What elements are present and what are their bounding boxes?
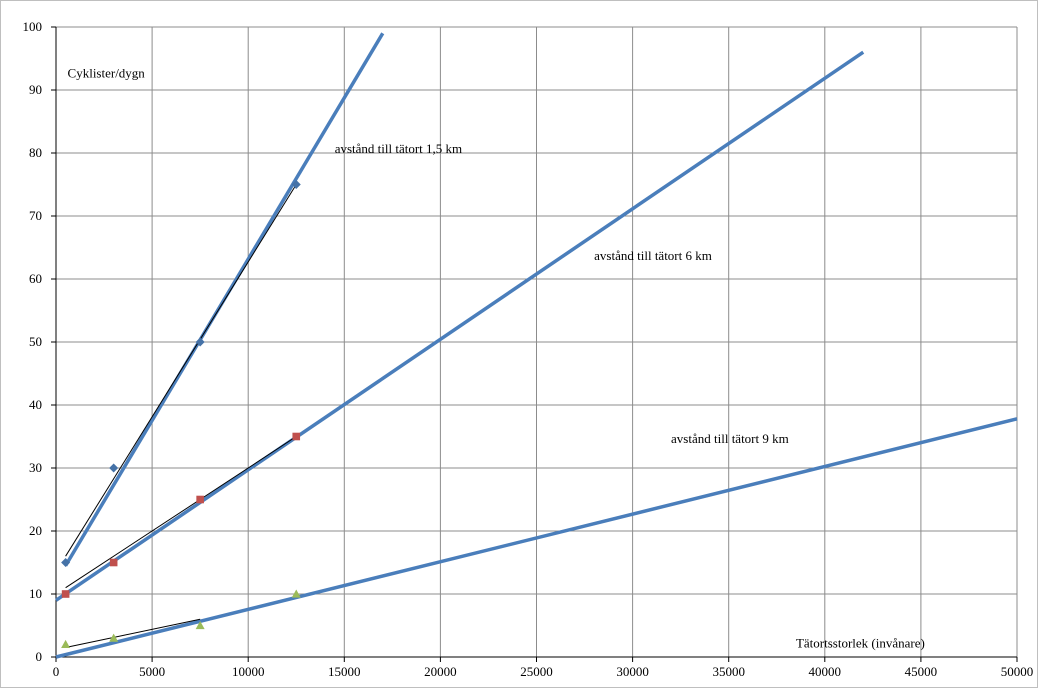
y-tick-label: 100 xyxy=(23,19,43,34)
y-tick-label: 70 xyxy=(29,208,42,223)
x-tick-label: 20000 xyxy=(424,664,457,679)
triangle-point xyxy=(109,633,119,642)
x-tick-label: 25000 xyxy=(520,664,553,679)
x-tick-label: 40000 xyxy=(809,664,842,679)
square-point xyxy=(196,495,204,504)
trend-line xyxy=(55,50,865,602)
diamond-point xyxy=(291,180,301,189)
data-points xyxy=(61,180,301,648)
annotation-label: Tätortsstorlek (invånare) xyxy=(796,636,925,651)
annotation-label: avstånd till tätort 1,5 km xyxy=(335,141,462,156)
connector-line xyxy=(65,184,297,557)
trend-line xyxy=(55,417,1018,659)
y-tick-label: 20 xyxy=(29,523,42,538)
grid xyxy=(56,26,1018,657)
y-tick-label: 60 xyxy=(29,271,42,286)
x-tick-label: 5000 xyxy=(139,664,165,679)
annotations: Cyklister/dygn avstånd till tätort 1,5 km… xyxy=(68,65,925,650)
y-tick-label: 80 xyxy=(29,145,42,160)
triangle-point xyxy=(195,621,205,630)
triangle-point xyxy=(291,589,301,598)
axes xyxy=(51,26,1018,662)
square-point xyxy=(292,432,301,441)
connector-line xyxy=(65,436,297,589)
y-tick-label: 40 xyxy=(29,397,42,412)
y-tick-label: 50 xyxy=(29,334,42,349)
x-tick-label: 10000 xyxy=(232,664,265,679)
diamond-point xyxy=(61,558,71,567)
annotation-label: Cyklister/dygn xyxy=(68,65,146,80)
square-point xyxy=(109,558,118,567)
diamond-point xyxy=(109,463,119,473)
trend-line xyxy=(64,32,385,567)
triangle-point xyxy=(61,639,71,648)
annotation-label: avstånd till tätort 9 km xyxy=(671,431,789,446)
x-tick-labels: 0 5000 10000 15000 20000 25000 30000 35000 40000… xyxy=(53,664,1034,679)
trend-lines xyxy=(55,32,1018,659)
y-tick-label: 0 xyxy=(36,649,43,664)
x-tick-label: 0 xyxy=(53,664,60,679)
connector-line xyxy=(65,618,201,649)
x-tick-label: 15000 xyxy=(328,664,361,679)
x-tick-label: 35000 xyxy=(712,664,745,679)
y-tick-label: 30 xyxy=(29,460,42,475)
y-tick-label: 90 xyxy=(29,82,42,97)
square-point xyxy=(61,590,70,598)
x-tick-label: 30000 xyxy=(616,664,649,679)
x-tick-label: 50000 xyxy=(1001,664,1034,679)
annotation-label: avstånd till tätort 6 km xyxy=(594,248,712,263)
connector-lines xyxy=(65,184,297,649)
y-tick-label: 10 xyxy=(29,586,42,601)
y-tick-labels: 0 10 20 30 40 50 60 70 80 90 100 xyxy=(23,19,43,664)
x-tick-label: 45000 xyxy=(905,664,938,679)
diamond-point xyxy=(195,337,205,347)
